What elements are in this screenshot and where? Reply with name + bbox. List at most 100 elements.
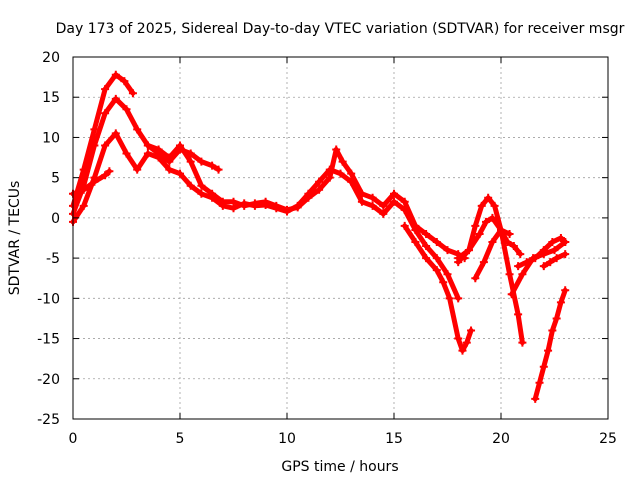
data-point <box>154 145 163 154</box>
data-point <box>90 141 99 150</box>
series <box>69 167 114 198</box>
data-point <box>186 181 195 190</box>
data-point <box>443 246 452 255</box>
x-axis-label: GPS time / hours <box>281 459 398 475</box>
y-tick-label: -20 <box>37 372 60 388</box>
data-point <box>546 258 555 267</box>
data-point <box>105 167 114 176</box>
series <box>471 225 514 283</box>
data-point <box>197 157 206 166</box>
data-point <box>505 229 514 238</box>
axis-ticks: 0 5 10 15 20 25 -25 -20 -15 -10 -5 0 5 10 15 20 <box>37 50 617 447</box>
x-tick-label: 20 <box>492 431 510 447</box>
data-point <box>347 169 356 178</box>
data-point <box>550 246 559 255</box>
data-point <box>467 326 476 335</box>
data-point <box>556 298 565 307</box>
data-point <box>176 141 184 150</box>
data-point <box>272 201 281 210</box>
data-point <box>561 286 570 295</box>
data-point <box>548 326 557 335</box>
data-point <box>432 254 441 263</box>
data-point <box>229 197 238 206</box>
data-point <box>368 193 377 202</box>
data-point <box>338 157 347 166</box>
data-point <box>325 173 334 182</box>
data-point <box>154 153 163 162</box>
x-tick-label: 0 <box>69 431 78 447</box>
data-point <box>357 189 366 198</box>
data-point <box>143 149 152 158</box>
data-point <box>218 197 227 206</box>
data-point <box>122 105 131 114</box>
data-point <box>454 334 463 343</box>
series <box>514 234 570 271</box>
data-point <box>479 258 488 267</box>
data-point <box>368 201 377 210</box>
data-point <box>539 246 548 255</box>
series <box>69 70 137 210</box>
data-point <box>471 274 480 283</box>
y-axis-label: SDTVAR / TECUs <box>7 181 23 296</box>
data-point <box>552 254 561 263</box>
series <box>400 221 476 355</box>
x-tick-label: 15 <box>385 431 403 447</box>
chart-title: Day 173 of 2025, Sidereal Day-to-day VTE… <box>56 21 625 37</box>
data-point <box>518 338 527 347</box>
data-point <box>336 169 345 178</box>
data-point <box>390 189 398 198</box>
data-point <box>214 165 223 174</box>
data-point <box>133 125 142 134</box>
data-point <box>315 177 324 186</box>
data-point <box>197 189 206 198</box>
x-tick-label: 5 <box>176 431 185 447</box>
data-point <box>458 346 467 355</box>
data-point <box>79 185 88 194</box>
y-tick-label: 0 <box>51 211 60 227</box>
data-point <box>293 203 302 212</box>
data-point <box>514 310 523 319</box>
series <box>69 129 463 303</box>
data-point <box>208 161 217 170</box>
data-point <box>400 221 409 230</box>
data-point <box>120 77 129 86</box>
plot-frame <box>72 56 609 420</box>
data-point <box>208 189 217 198</box>
data-point <box>548 238 557 247</box>
data-point <box>379 201 388 210</box>
series-trace <box>402 223 474 354</box>
data-point <box>488 238 497 247</box>
grid <box>73 57 608 419</box>
data-point <box>477 201 486 210</box>
series <box>539 250 570 271</box>
data-point <box>422 229 431 238</box>
data-point <box>315 185 324 194</box>
data-point <box>165 165 174 174</box>
y-tick-label: -10 <box>37 291 60 307</box>
data-point <box>509 242 518 251</box>
data-point <box>79 201 88 210</box>
data-point <box>561 238 570 247</box>
data-point <box>454 258 463 267</box>
y-tick-label: -5 <box>46 251 60 267</box>
data-point <box>484 193 493 202</box>
data-point <box>165 153 174 162</box>
y-tick-label: 15 <box>42 90 60 106</box>
data-point <box>411 238 420 247</box>
y-tick-label: 20 <box>42 50 60 66</box>
data-point <box>283 205 291 214</box>
data-point <box>443 270 452 279</box>
series-trace <box>145 143 468 261</box>
data-point <box>522 258 531 267</box>
data-point <box>400 197 409 206</box>
data-point <box>475 229 484 238</box>
x-tick-label: 10 <box>278 431 296 447</box>
data-point <box>507 290 516 299</box>
data-point <box>133 165 142 174</box>
data-point <box>390 197 398 206</box>
data-point <box>490 201 499 210</box>
data-point <box>445 294 454 303</box>
data-point <box>411 221 420 230</box>
data-point <box>101 85 110 94</box>
data-point <box>101 109 110 118</box>
